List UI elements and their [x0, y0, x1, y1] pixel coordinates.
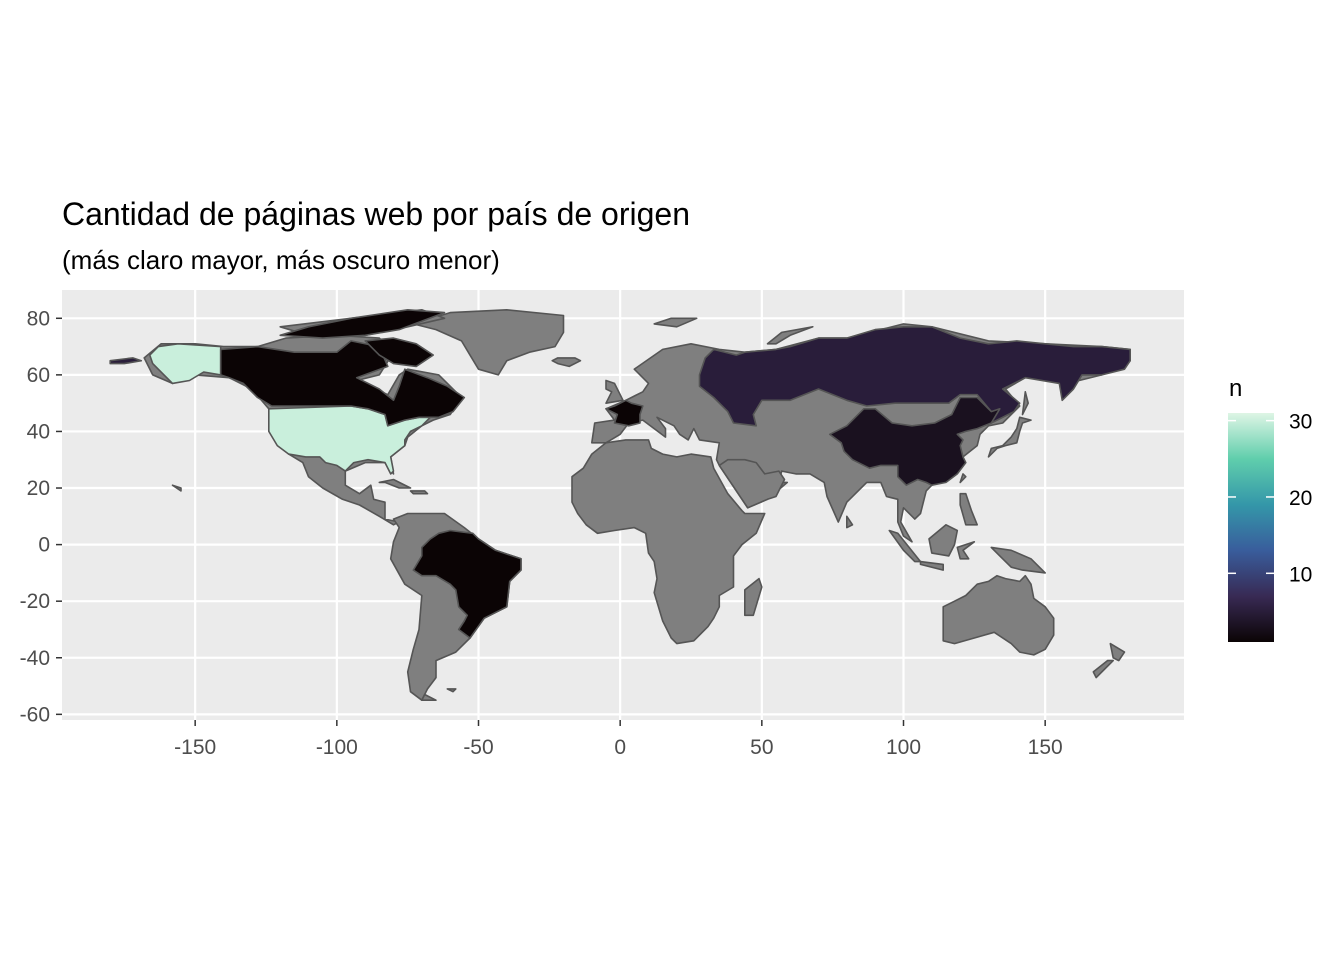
x-axis: -150 -100 -50 0 50 100 150 [174, 720, 1063, 759]
landmass-iceland [551, 357, 582, 368]
country-canada [279, 308, 446, 339]
x-tick-label: -100 [316, 736, 358, 759]
landmass-madagascar [743, 577, 763, 617]
landmass-new-zealand-north [1109, 642, 1126, 662]
landmass-novaya-zemlya [766, 325, 814, 345]
y-tick-label: 60 [27, 364, 50, 387]
country-russia [109, 357, 143, 365]
landmass-australia [942, 574, 1055, 656]
landmass-falklands [446, 688, 457, 693]
landmass-hawaii [171, 484, 182, 492]
country-france [605, 399, 644, 427]
highlighted-countries [109, 308, 1131, 639]
legend-breaks: 10 20 30 [1228, 411, 1312, 586]
x-tick-label: 150 [1028, 736, 1063, 759]
landmass-taiwan [959, 473, 967, 484]
legend-break-label: 10 [1289, 563, 1312, 586]
landmass-arabia-gulf [718, 458, 786, 509]
x-tick-label: 50 [750, 736, 773, 759]
y-axis: 80 60 40 20 0 -20 -40 -60 [20, 307, 62, 726]
legend-title: n [1229, 375, 1242, 402]
x-tick-label: -50 [463, 736, 493, 759]
legend-break-label: 30 [1289, 411, 1312, 434]
map-title: Cantidad de páginas web por país de orig… [62, 196, 690, 232]
landmass-new-zealand-south [1092, 659, 1114, 679]
country-united-states [149, 342, 222, 385]
country-canada [364, 337, 435, 368]
landmass-sakhalin [1021, 390, 1029, 416]
landmass-svalbard [653, 317, 698, 328]
y-tick-label: 80 [27, 307, 50, 330]
landmass-uk [605, 379, 624, 405]
landmass-borneo [928, 523, 959, 557]
legend-break-label: 20 [1289, 487, 1312, 510]
landmass-philippines [959, 492, 979, 526]
landmass-indonesia-sumatra [888, 529, 922, 563]
landmass-sri-lanka [845, 515, 854, 529]
landmass-new-guinea [990, 546, 1046, 574]
landmass-indonesia-java [919, 560, 945, 571]
landmass-greenland [412, 308, 565, 376]
landmass-tierra-del-fuego [420, 693, 437, 702]
landmass-sulawesi [956, 540, 976, 560]
country-brazil [412, 529, 522, 639]
y-tick-label: -20 [20, 590, 50, 613]
legend-colorbar [1228, 413, 1274, 642]
y-tick-label: 20 [27, 477, 50, 500]
y-tick-label: 0 [38, 534, 50, 557]
x-tick-label: 0 [614, 736, 626, 759]
country-russia [698, 325, 1131, 427]
landmass-cuba [378, 478, 412, 489]
landmass-japan [987, 416, 1032, 458]
x-tick-label: 100 [886, 736, 921, 759]
x-tick-label: -150 [174, 736, 216, 759]
map-subtitle: (más claro mayor, más oscuro menor) [62, 245, 500, 275]
y-tick-label: 40 [27, 420, 50, 443]
country-china [828, 396, 1001, 487]
legend: n 10 20 30 [1228, 375, 1312, 642]
landmass-africa [571, 439, 766, 645]
landmass-hispaniola [409, 490, 429, 495]
y-tick-label: -40 [20, 647, 50, 670]
y-tick-label: -60 [20, 703, 50, 726]
country-canada [219, 340, 466, 427]
